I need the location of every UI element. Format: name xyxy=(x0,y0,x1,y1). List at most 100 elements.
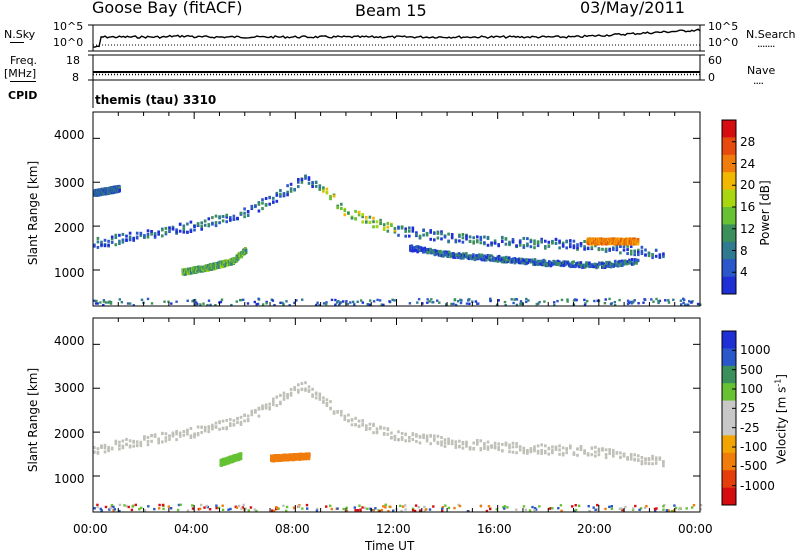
scatter-cell xyxy=(493,259,497,263)
scatter-cell xyxy=(492,258,495,262)
scatter-cell xyxy=(461,240,465,244)
scatter-cell xyxy=(466,256,469,259)
scatter-cell xyxy=(203,219,207,223)
scatter-cell xyxy=(640,462,644,466)
near-range-cell xyxy=(229,507,232,511)
scatter-cell xyxy=(336,410,339,414)
scatter-cell xyxy=(307,181,311,185)
scatter-cell xyxy=(472,441,475,445)
scatter-cell xyxy=(347,413,350,417)
scatter-cell xyxy=(132,238,135,242)
scatter-cell xyxy=(404,439,407,443)
scatter-cell xyxy=(153,232,157,236)
near-range-cell xyxy=(297,505,301,508)
near-range-cell xyxy=(295,299,298,302)
scatter-cell xyxy=(325,398,329,402)
near-range-cell xyxy=(503,505,506,508)
scatter-cell xyxy=(221,215,225,218)
power-colorbar-tick-label: 12 xyxy=(740,221,756,236)
near-range-cell xyxy=(256,302,260,306)
near-range-cell xyxy=(639,507,643,510)
scatter-cell xyxy=(563,262,567,266)
scatter-cell xyxy=(308,453,311,457)
scatter-cell xyxy=(207,217,211,221)
scatter-cell xyxy=(411,438,415,441)
scatter-cell xyxy=(425,439,429,443)
nsky-underline xyxy=(10,42,24,43)
scatter-cell xyxy=(171,431,175,435)
scatter-cell xyxy=(368,215,372,219)
scatter-cell xyxy=(307,385,311,389)
scatter-cell xyxy=(150,232,153,236)
scatter-cell xyxy=(286,184,289,188)
scatter-cell xyxy=(572,239,576,243)
scatter-cell xyxy=(526,448,529,452)
near-range-cell xyxy=(673,504,676,507)
scatter-cell xyxy=(397,225,400,229)
scatter-cell xyxy=(365,425,368,429)
scatter-cell xyxy=(186,428,189,432)
near-range-cell xyxy=(575,298,578,302)
near-range-cell xyxy=(593,299,596,303)
freq-tick-bottom: 8 xyxy=(72,71,79,84)
scatter-cell xyxy=(606,264,610,268)
scatter-cell xyxy=(536,451,540,455)
scatter-cell xyxy=(529,245,533,249)
scatter-cell xyxy=(583,247,586,251)
scatter-cell xyxy=(598,261,601,265)
scatter-cell xyxy=(542,261,545,265)
scatter-cell xyxy=(633,458,636,462)
scatter-cell xyxy=(434,249,438,253)
near-range-cell xyxy=(279,301,282,304)
scatter-cell xyxy=(118,447,121,451)
scatter-cell xyxy=(479,257,482,261)
scatter-cell xyxy=(504,441,508,445)
scatter-cell xyxy=(594,450,597,454)
near-range-cell xyxy=(515,508,518,511)
near-range-cell xyxy=(108,300,111,303)
scatter-cell xyxy=(365,428,368,431)
near-range-cell xyxy=(667,509,670,512)
scatter-cell xyxy=(562,264,565,268)
near-range-cell xyxy=(96,503,99,507)
xtick-1600: 16:00 xyxy=(477,522,512,536)
scatter-cell xyxy=(354,416,357,420)
scatter-cell xyxy=(314,184,318,188)
near-range-cell xyxy=(96,505,99,509)
nsky-label: N.Sky xyxy=(4,28,36,41)
near-range-cell xyxy=(186,509,190,512)
scatter-cell xyxy=(128,238,132,242)
scatter-cell xyxy=(193,435,196,439)
scatter-cell xyxy=(572,452,576,456)
scatter-cell xyxy=(347,419,350,423)
scatter-cell xyxy=(447,252,451,256)
near-range-cell xyxy=(372,300,376,303)
scatter-cell xyxy=(540,262,544,266)
near-range-cell xyxy=(143,509,147,512)
near-range-cell xyxy=(104,505,108,509)
scatter-cell xyxy=(605,264,608,268)
scatter-cell xyxy=(289,387,293,391)
scatter-cell xyxy=(272,196,275,200)
near-range-cell xyxy=(99,301,102,304)
near-range-cell xyxy=(292,506,296,509)
near-range-cell xyxy=(208,508,212,511)
near-range-cell xyxy=(288,304,291,307)
scatter-cell xyxy=(153,235,157,239)
scatter-cell xyxy=(470,256,474,259)
scatter-cell xyxy=(559,262,563,266)
near-range-cell xyxy=(682,301,685,305)
scatter-cell xyxy=(458,439,461,443)
near-range-cell xyxy=(404,504,407,507)
near-range-cell xyxy=(140,298,144,301)
near-range-cell xyxy=(618,507,621,510)
scatter-cell xyxy=(211,427,214,431)
scatter-cell xyxy=(515,244,518,248)
near-range-cell xyxy=(240,507,243,510)
scatter-cell xyxy=(493,239,497,243)
scatter-cell xyxy=(512,257,515,261)
near-range-cell xyxy=(411,508,415,512)
scatter-cell xyxy=(444,252,448,255)
scatter-cell xyxy=(582,264,585,268)
near-range-cell xyxy=(356,509,360,512)
